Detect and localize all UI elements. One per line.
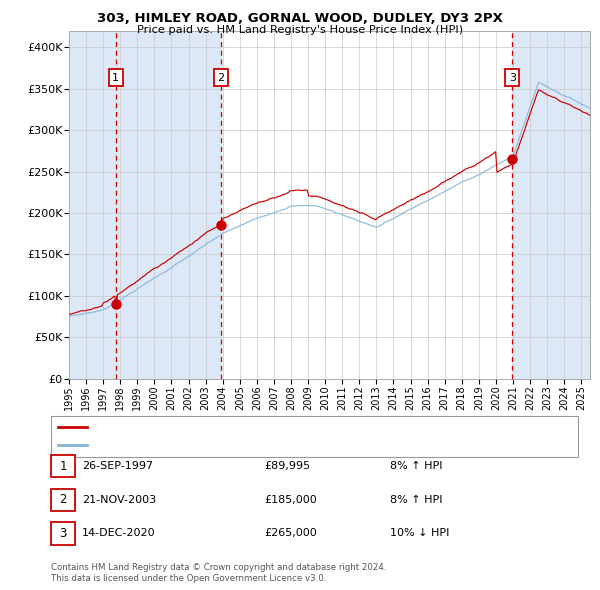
Text: 21-NOV-2003: 21-NOV-2003: [82, 495, 157, 504]
Text: HPI: Average price, detached house, Dudley: HPI: Average price, detached house, Dudl…: [92, 441, 307, 450]
Text: 14-DEC-2020: 14-DEC-2020: [82, 529, 156, 538]
Text: £265,000: £265,000: [264, 529, 317, 538]
Text: This data is licensed under the Open Government Licence v3.0.: This data is licensed under the Open Gov…: [51, 574, 326, 583]
Text: 2: 2: [59, 493, 67, 506]
Text: 303, HIMLEY ROAD, GORNAL WOOD, DUDLEY, DY3 2PX (detached house): 303, HIMLEY ROAD, GORNAL WOOD, DUDLEY, D…: [92, 422, 451, 431]
Text: 3: 3: [59, 527, 67, 540]
Text: 1: 1: [112, 73, 119, 83]
Text: £89,995: £89,995: [264, 461, 310, 471]
Text: 10% ↓ HPI: 10% ↓ HPI: [390, 529, 449, 538]
Text: 26-SEP-1997: 26-SEP-1997: [82, 461, 154, 471]
Bar: [69, 31, 221, 379]
Text: 3: 3: [509, 73, 516, 83]
Text: Contains HM Land Registry data © Crown copyright and database right 2024.: Contains HM Land Registry data © Crown c…: [51, 563, 386, 572]
Text: 303, HIMLEY ROAD, GORNAL WOOD, DUDLEY, DY3 2PX: 303, HIMLEY ROAD, GORNAL WOOD, DUDLEY, D…: [97, 12, 503, 25]
Text: 2: 2: [217, 73, 224, 83]
Text: Price paid vs. HM Land Registry's House Price Index (HPI): Price paid vs. HM Land Registry's House …: [137, 25, 463, 35]
Text: 8% ↑ HPI: 8% ↑ HPI: [390, 495, 442, 504]
Text: £185,000: £185,000: [264, 495, 317, 504]
Text: 8% ↑ HPI: 8% ↑ HPI: [390, 461, 442, 471]
Bar: [512, 31, 590, 379]
Text: 1: 1: [59, 460, 67, 473]
